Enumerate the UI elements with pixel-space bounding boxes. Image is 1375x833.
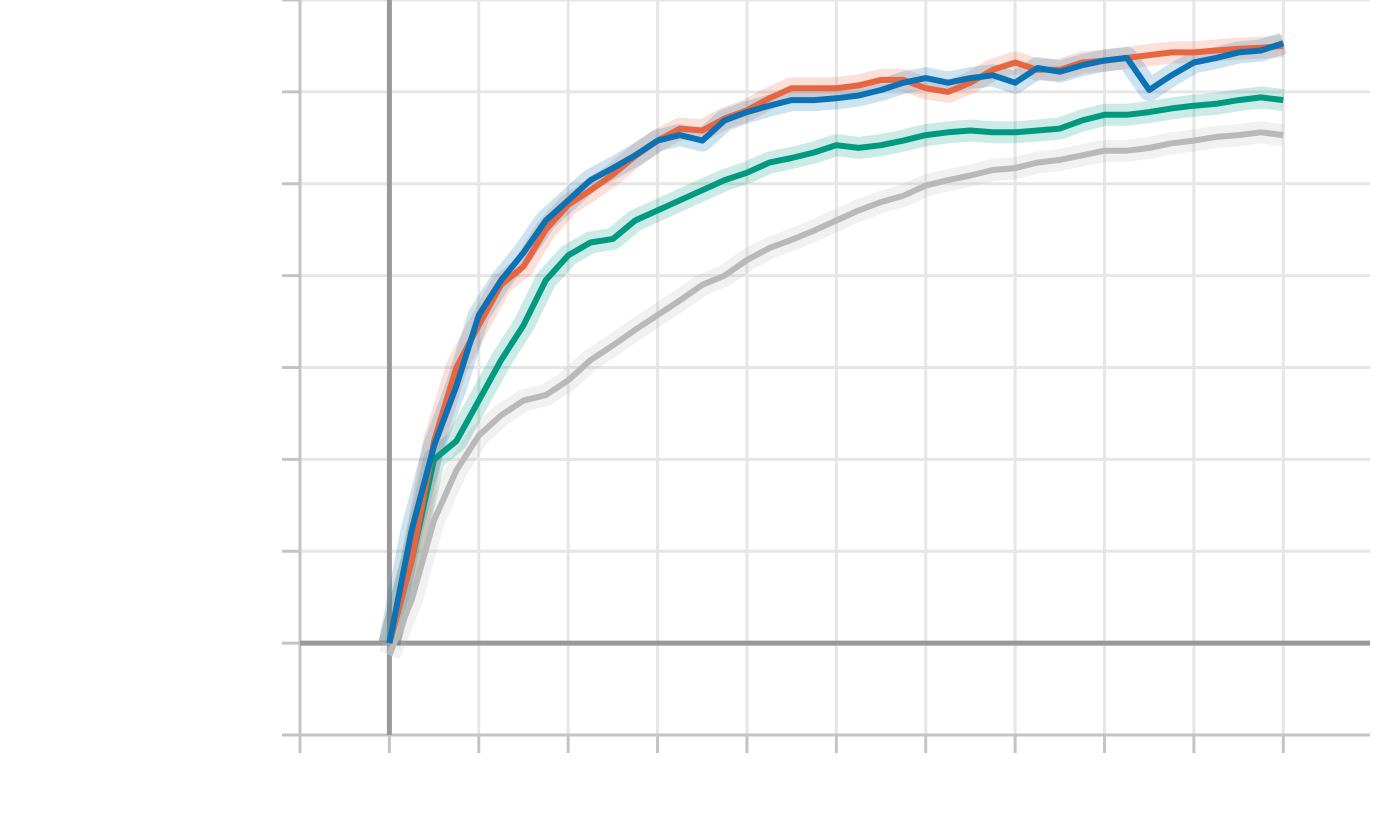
series-line (386, 94, 1284, 644)
series-line (386, 40, 1285, 644)
series-line (386, 129, 1284, 657)
series-line (386, 42, 1284, 644)
